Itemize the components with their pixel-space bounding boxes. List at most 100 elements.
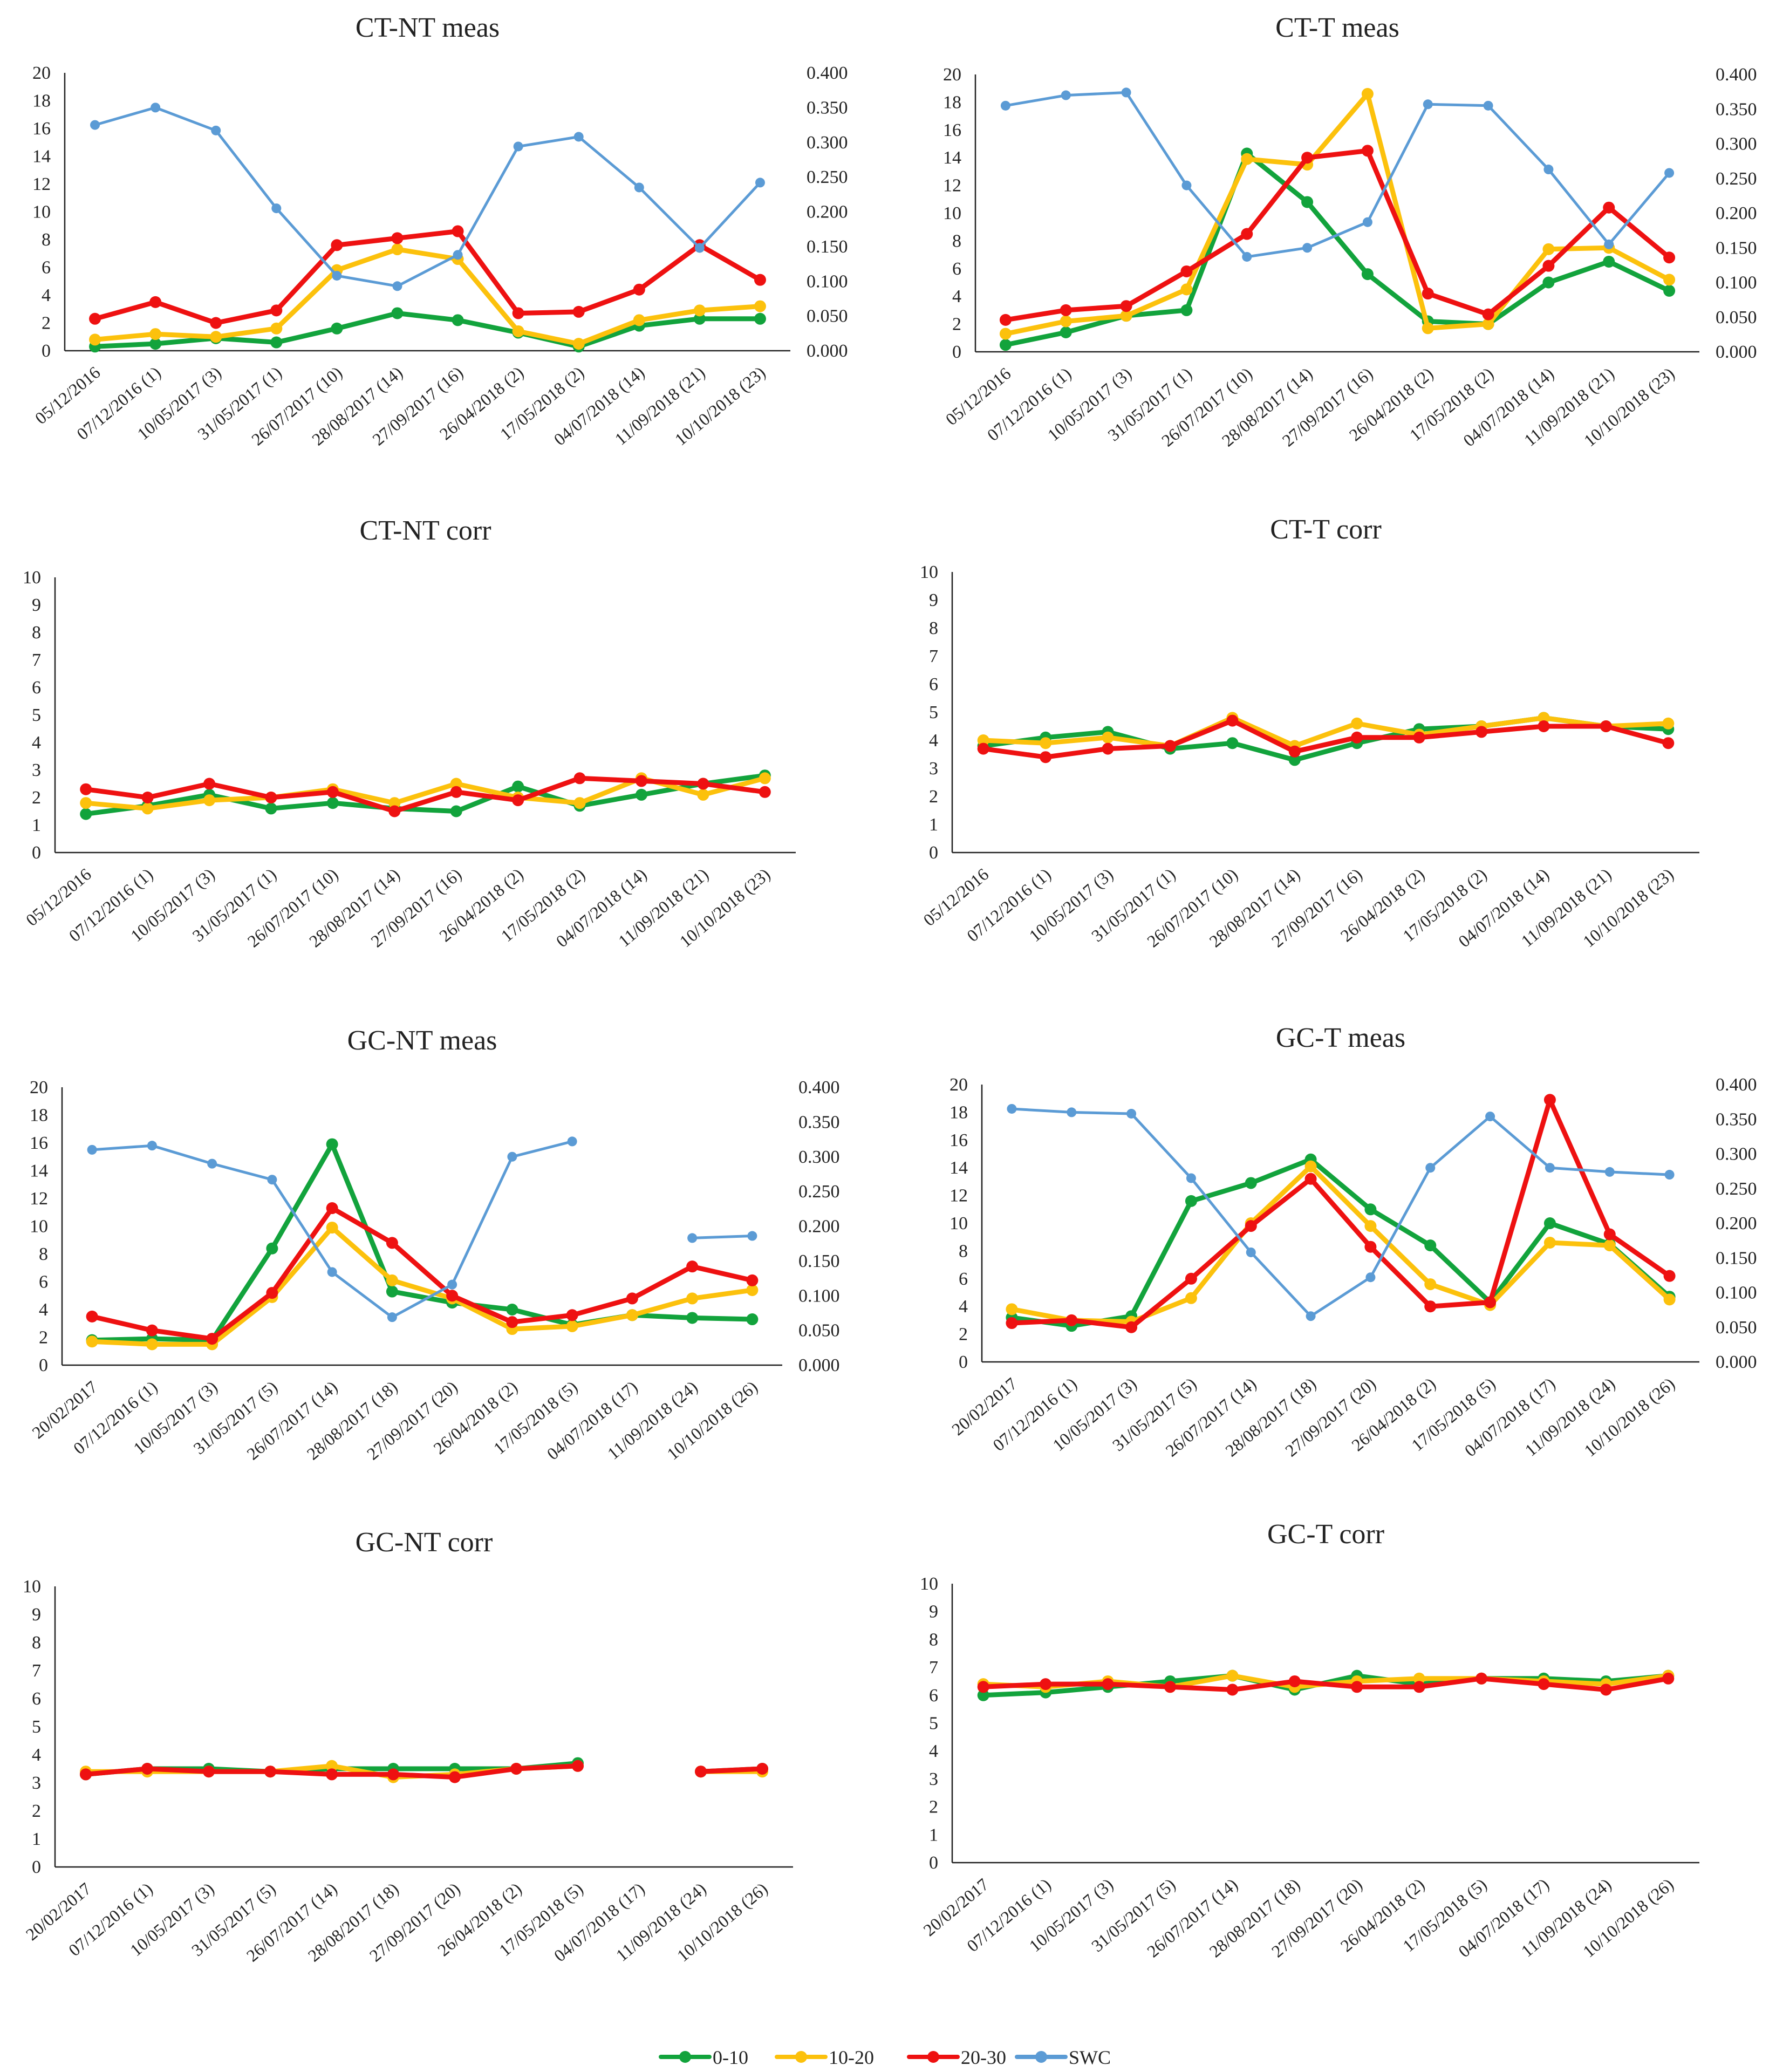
data-point-20-30 (573, 772, 586, 785)
data-point-swc (453, 250, 463, 260)
series-line-20-30 (981, 1676, 1671, 1692)
data-point-20-30 (450, 786, 462, 798)
series-20-30 (977, 1672, 1675, 1696)
data-point-20-30 (210, 317, 222, 329)
data-point-swc (271, 203, 282, 214)
y-tick-label: 5 (32, 705, 41, 725)
data-point-10-20 (450, 778, 462, 790)
data-point-10-20 (746, 1284, 759, 1296)
y-tick-label: 12 (32, 174, 51, 194)
data-point-swc (694, 243, 705, 253)
data-point-10-20 (1424, 1278, 1437, 1291)
y-tick-label: 10 (30, 1217, 48, 1237)
y-tick-label: 2 (929, 787, 938, 807)
data-point-20-30 (1482, 308, 1494, 321)
data-point-swc (1061, 90, 1071, 100)
y-tick-label: 7 (32, 1661, 41, 1681)
y-tick-label: 8 (42, 230, 51, 250)
y-tick-label: 6 (952, 259, 961, 279)
data-point-swc (747, 1231, 757, 1241)
data-point-10-20 (1226, 1669, 1239, 1682)
data-point-20-30 (759, 786, 771, 798)
data-point-0-10 (326, 797, 339, 809)
data-point-10-20 (633, 314, 645, 326)
data-point-20-30 (572, 1760, 584, 1772)
data-point-20-30 (512, 307, 524, 319)
data-point-swc (147, 1141, 157, 1151)
data-point-20-30 (510, 1763, 522, 1775)
y2-tick-label: 0.250 (798, 1182, 840, 1202)
data-point-0-10 (977, 1689, 989, 1701)
data-point-10-20 (759, 772, 771, 785)
data-point-swc (513, 141, 523, 152)
legend-label: 0-10 (713, 2047, 748, 2068)
data-point-swc (1365, 1272, 1376, 1283)
data-point-20-30 (1060, 304, 1072, 316)
y2-tick-label: 0.100 (1716, 273, 1757, 293)
data-point-20-30 (1600, 1684, 1612, 1696)
data-point-20-30 (89, 312, 101, 325)
chart-panel-0: CT-NT meas 0 2 4 6 8 10 12 14 16 18 20 0.000 0.050 0.1… (31, 12, 848, 449)
data-point-10-20 (977, 734, 989, 746)
chart-panel-4: GC-NT meas 0 2 4 6 8 10 12 14 16 18 20 0.000 0.050 0.1… (28, 1025, 839, 1463)
data-point-10-20 (388, 797, 401, 809)
y2-tick-label: 0.250 (807, 167, 848, 187)
y2-tick-label: 0.350 (1716, 1109, 1757, 1129)
y2-tick-label: 0.100 (798, 1286, 840, 1306)
data-point-20-30 (1180, 265, 1193, 277)
data-point-20-30 (1662, 737, 1675, 749)
y-tick-label: 0 (929, 843, 938, 863)
y2-tick-label: 0.400 (1716, 1075, 1757, 1095)
data-point-10-20 (1413, 1672, 1425, 1685)
y2-tick-label: 0.050 (1716, 1318, 1757, 1338)
data-point-swc (1007, 1103, 1017, 1114)
data-point-20-30 (695, 1766, 707, 1778)
y-tick-label: 5 (929, 703, 938, 723)
series-0-10 (86, 1138, 759, 1346)
y-tick-label: 6 (929, 1686, 938, 1706)
data-point-10-20 (1060, 315, 1072, 328)
data-point-swc (1121, 87, 1131, 98)
y-tick-label: 10 (23, 1577, 41, 1597)
y-tick-label: 16 (950, 1130, 968, 1150)
chart-title: GC-NT meas (347, 1025, 497, 1056)
data-point-0-10 (1424, 1239, 1437, 1252)
y2-tick-label: 0.150 (1716, 1248, 1757, 1268)
data-point-20-30 (1543, 1094, 1556, 1106)
data-point-20-30 (141, 1763, 153, 1775)
data-point-0-10 (265, 802, 277, 815)
data-point-20-30 (1422, 288, 1434, 300)
data-point-20-30 (1663, 251, 1676, 264)
chart-title: GC-NT corr (356, 1527, 493, 1558)
chart-title: CT-NT corr (359, 515, 491, 546)
data-point-20-30 (1102, 742, 1114, 755)
chart-panel-3: CT-T corr01234567891005/12/201607/12/201… (919, 514, 1699, 951)
data-point-swc (573, 132, 584, 142)
data-point-20-30 (203, 778, 216, 790)
data-point-20-30 (446, 1290, 459, 1302)
data-point-swc (1483, 100, 1493, 111)
data-point-20-30 (1125, 1321, 1138, 1333)
y-tick-label: 14 (950, 1158, 968, 1178)
series-line-0-10 (90, 1142, 755, 1343)
y-tick-label: 1 (32, 815, 41, 835)
data-point-swc (1664, 1170, 1675, 1180)
data-point-20-30 (566, 1309, 578, 1321)
data-point-0-10 (512, 780, 524, 793)
data-point-10-20 (572, 338, 585, 350)
data-point-10-20 (1663, 274, 1676, 286)
data-point-10-20 (1482, 318, 1494, 330)
data-point-0-10 (506, 1304, 518, 1316)
data-point-20-30 (206, 1333, 218, 1345)
series-line-0-10 (83, 773, 768, 817)
y-tick-label: 12 (30, 1189, 48, 1209)
y-tick-label: 0 (929, 1853, 938, 1873)
data-point-20-30 (1185, 1272, 1197, 1285)
data-point-20-30 (1351, 1681, 1363, 1693)
data-point-10-20 (1542, 243, 1555, 255)
series-line-swc (1004, 91, 1671, 258)
data-point-10-20 (1351, 717, 1363, 730)
chart-panel-5: GC-T meas 0 2 4 6 8 10 12 14 16 18 20 0.000 0.050 0.10… (948, 1023, 1757, 1460)
data-point-10-20 (270, 322, 283, 335)
data-point-10-20 (1006, 1303, 1018, 1316)
